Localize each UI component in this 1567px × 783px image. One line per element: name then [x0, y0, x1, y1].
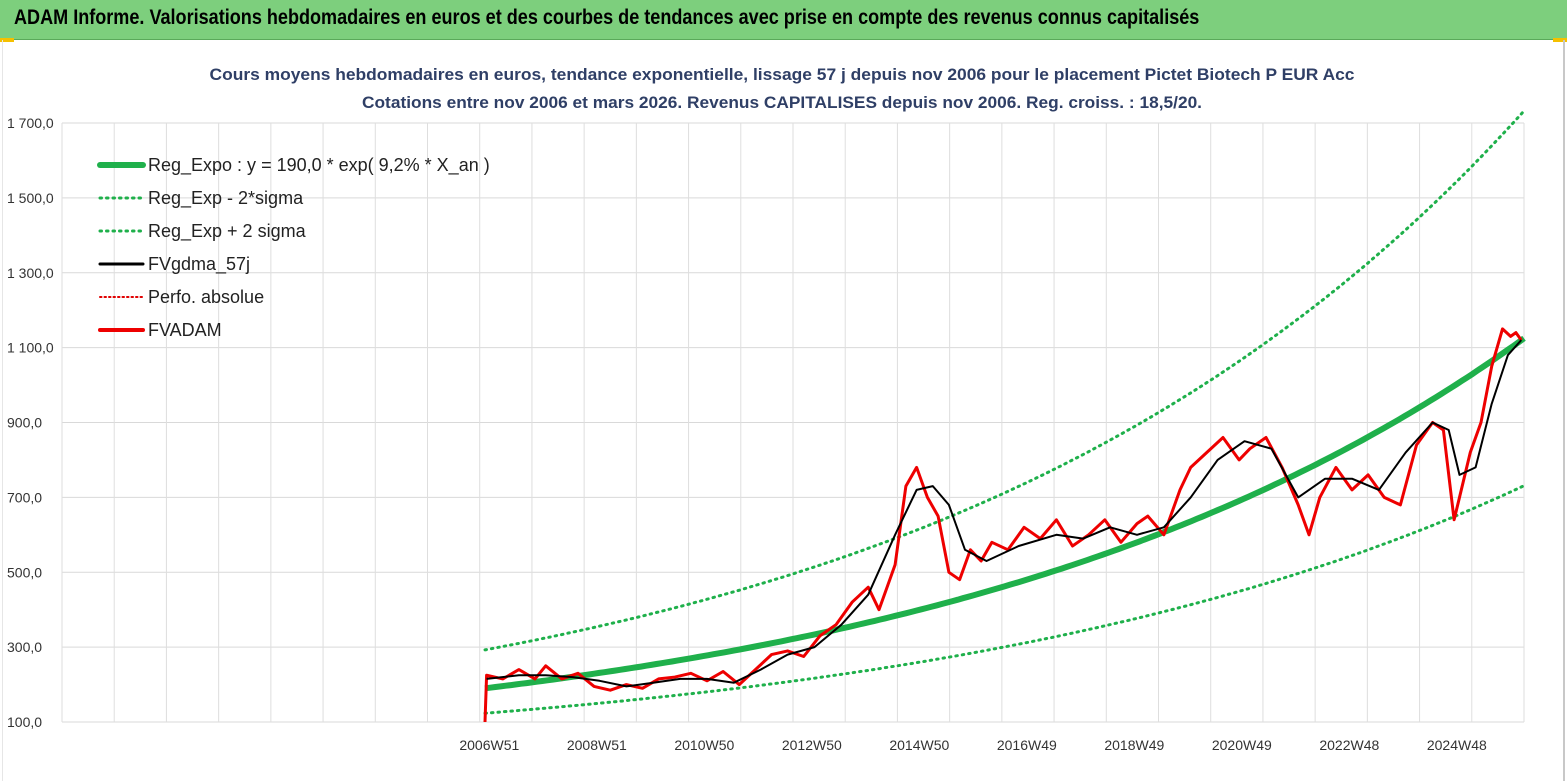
chart-frame: Cours moyens hebdomadaires en euros, ten… — [2, 40, 1565, 781]
legend-fvadam: FVADAM — [98, 320, 222, 340]
legend-perfo-absolue: Perfo. absolue — [99, 287, 264, 307]
x-tick-label: 2024W48 — [1427, 737, 1487, 753]
series-reg-plus-2sigma — [483, 109, 1526, 652]
y-tick-label: 100,0 — [7, 714, 42, 730]
y-tick-label: 1 700,0 — [7, 115, 54, 131]
legend-fvgdma-57j: FVgdma_57j — [98, 254, 250, 275]
legend-label: FVgdma_57j — [148, 254, 250, 275]
x-tick-label: 2006W51 — [459, 737, 519, 753]
x-tick-label: 2012W50 — [782, 737, 842, 753]
chart-subtitle: Cotations entre nov 2006 et mars 2026. R… — [362, 93, 1202, 112]
legend: Reg_Expo : y = 190,0 * exp( 9,2% * X_an … — [97, 155, 490, 340]
x-tick-label: 2016W49 — [997, 737, 1057, 753]
legend-label: FVADAM — [148, 320, 222, 340]
y-tick-label: 1 500,0 — [7, 190, 54, 206]
y-tick-label: 900,0 — [7, 415, 42, 431]
chart-title: Cours moyens hebdomadaires en euros, ten… — [210, 65, 1355, 84]
x-tick-label: 2020W49 — [1212, 737, 1272, 753]
x-tick-label: 2018W49 — [1104, 737, 1164, 753]
y-tick-label: 500,0 — [7, 564, 42, 580]
series-fvgdma-57j — [486, 339, 1523, 688]
corner-mark-right — [1553, 38, 1567, 42]
legend-label: Reg_Exp + 2 sigma — [148, 221, 307, 242]
chart: Cours moyens hebdomadaires en euros, ten… — [7, 65, 1526, 753]
y-tick-label: 300,0 — [7, 639, 42, 655]
legend-label: Reg_Exp - 2*sigma — [148, 188, 304, 209]
x-tick-label: 2022W48 — [1319, 737, 1379, 753]
y-tick-label: 1 300,0 — [7, 265, 54, 281]
x-tick-label: 2014W50 — [889, 737, 949, 753]
series-fvadam — [483, 327, 1523, 723]
legend-reg-expo: Reg_Expo : y = 190,0 * exp( 9,2% * X_an … — [97, 155, 490, 176]
x-tick-label: 2010W50 — [674, 737, 734, 753]
x-tick-label: 2008W51 — [567, 737, 627, 753]
legend-reg-plus-2sigma: Reg_Exp + 2 sigma — [98, 221, 307, 242]
legend-label: Perfo. absolue — [148, 287, 264, 307]
series-reg-minus-2sigma — [483, 484, 1526, 715]
series-reg-expo — [484, 335, 1526, 692]
y-tick-label: 1 100,0 — [7, 340, 54, 356]
x-axis-ticks: 2006W51 2008W51 2010W50 2012W50 2014W50 2016W… — [459, 737, 1487, 753]
corner-mark-left — [0, 38, 14, 42]
plot-series — [483, 109, 1526, 723]
legend-reg-minus-2sigma: Reg_Exp - 2*sigma — [98, 188, 304, 209]
legend-label: Reg_Expo : y = 190,0 * exp( 9,2% * X_an … — [148, 155, 490, 176]
y-axis-ticks: 1 700,0 1 500,0 1 300,0 1 100,0 900,0 700,0 50… — [7, 115, 54, 730]
report-banner: ADAM Informe. Valorisations hebdomadaire… — [0, 0, 1567, 40]
report-title: ADAM Informe. Valorisations hebdomadaire… — [14, 6, 1200, 29]
grid — [61, 122, 1525, 723]
y-tick-label: 700,0 — [7, 489, 42, 505]
